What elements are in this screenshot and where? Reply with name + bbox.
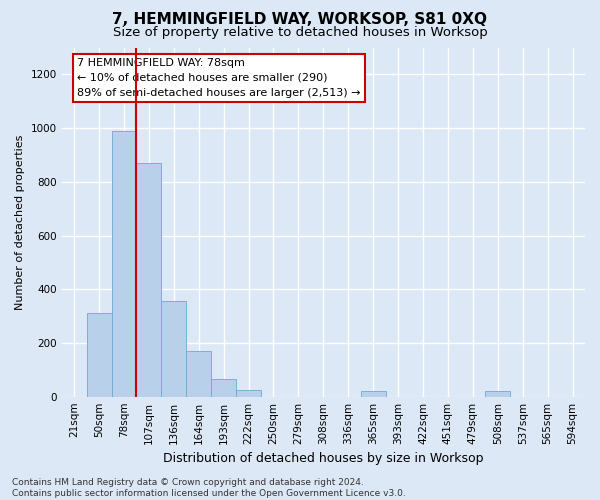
X-axis label: Distribution of detached houses by size in Worksop: Distribution of detached houses by size …: [163, 452, 484, 465]
Text: Size of property relative to detached houses in Worksop: Size of property relative to detached ho…: [113, 26, 487, 39]
Y-axis label: Number of detached properties: Number of detached properties: [15, 134, 25, 310]
Bar: [186, 351, 211, 397]
Bar: [112, 131, 136, 396]
Text: Contains HM Land Registry data © Crown copyright and database right 2024.
Contai: Contains HM Land Registry data © Crown c…: [12, 478, 406, 498]
Bar: [161, 302, 186, 396]
Bar: [361, 392, 386, 396]
Bar: [136, 163, 161, 396]
Text: 7, HEMMINGFIELD WAY, WORKSOP, S81 0XQ: 7, HEMMINGFIELD WAY, WORKSOP, S81 0XQ: [113, 12, 487, 28]
Bar: [211, 379, 236, 396]
Text: 7 HEMMINGFIELD WAY: 78sqm
← 10% of detached houses are smaller (290)
89% of semi: 7 HEMMINGFIELD WAY: 78sqm ← 10% of detac…: [77, 58, 361, 98]
Bar: [236, 390, 261, 396]
Bar: [86, 314, 112, 396]
Bar: [485, 392, 510, 396]
